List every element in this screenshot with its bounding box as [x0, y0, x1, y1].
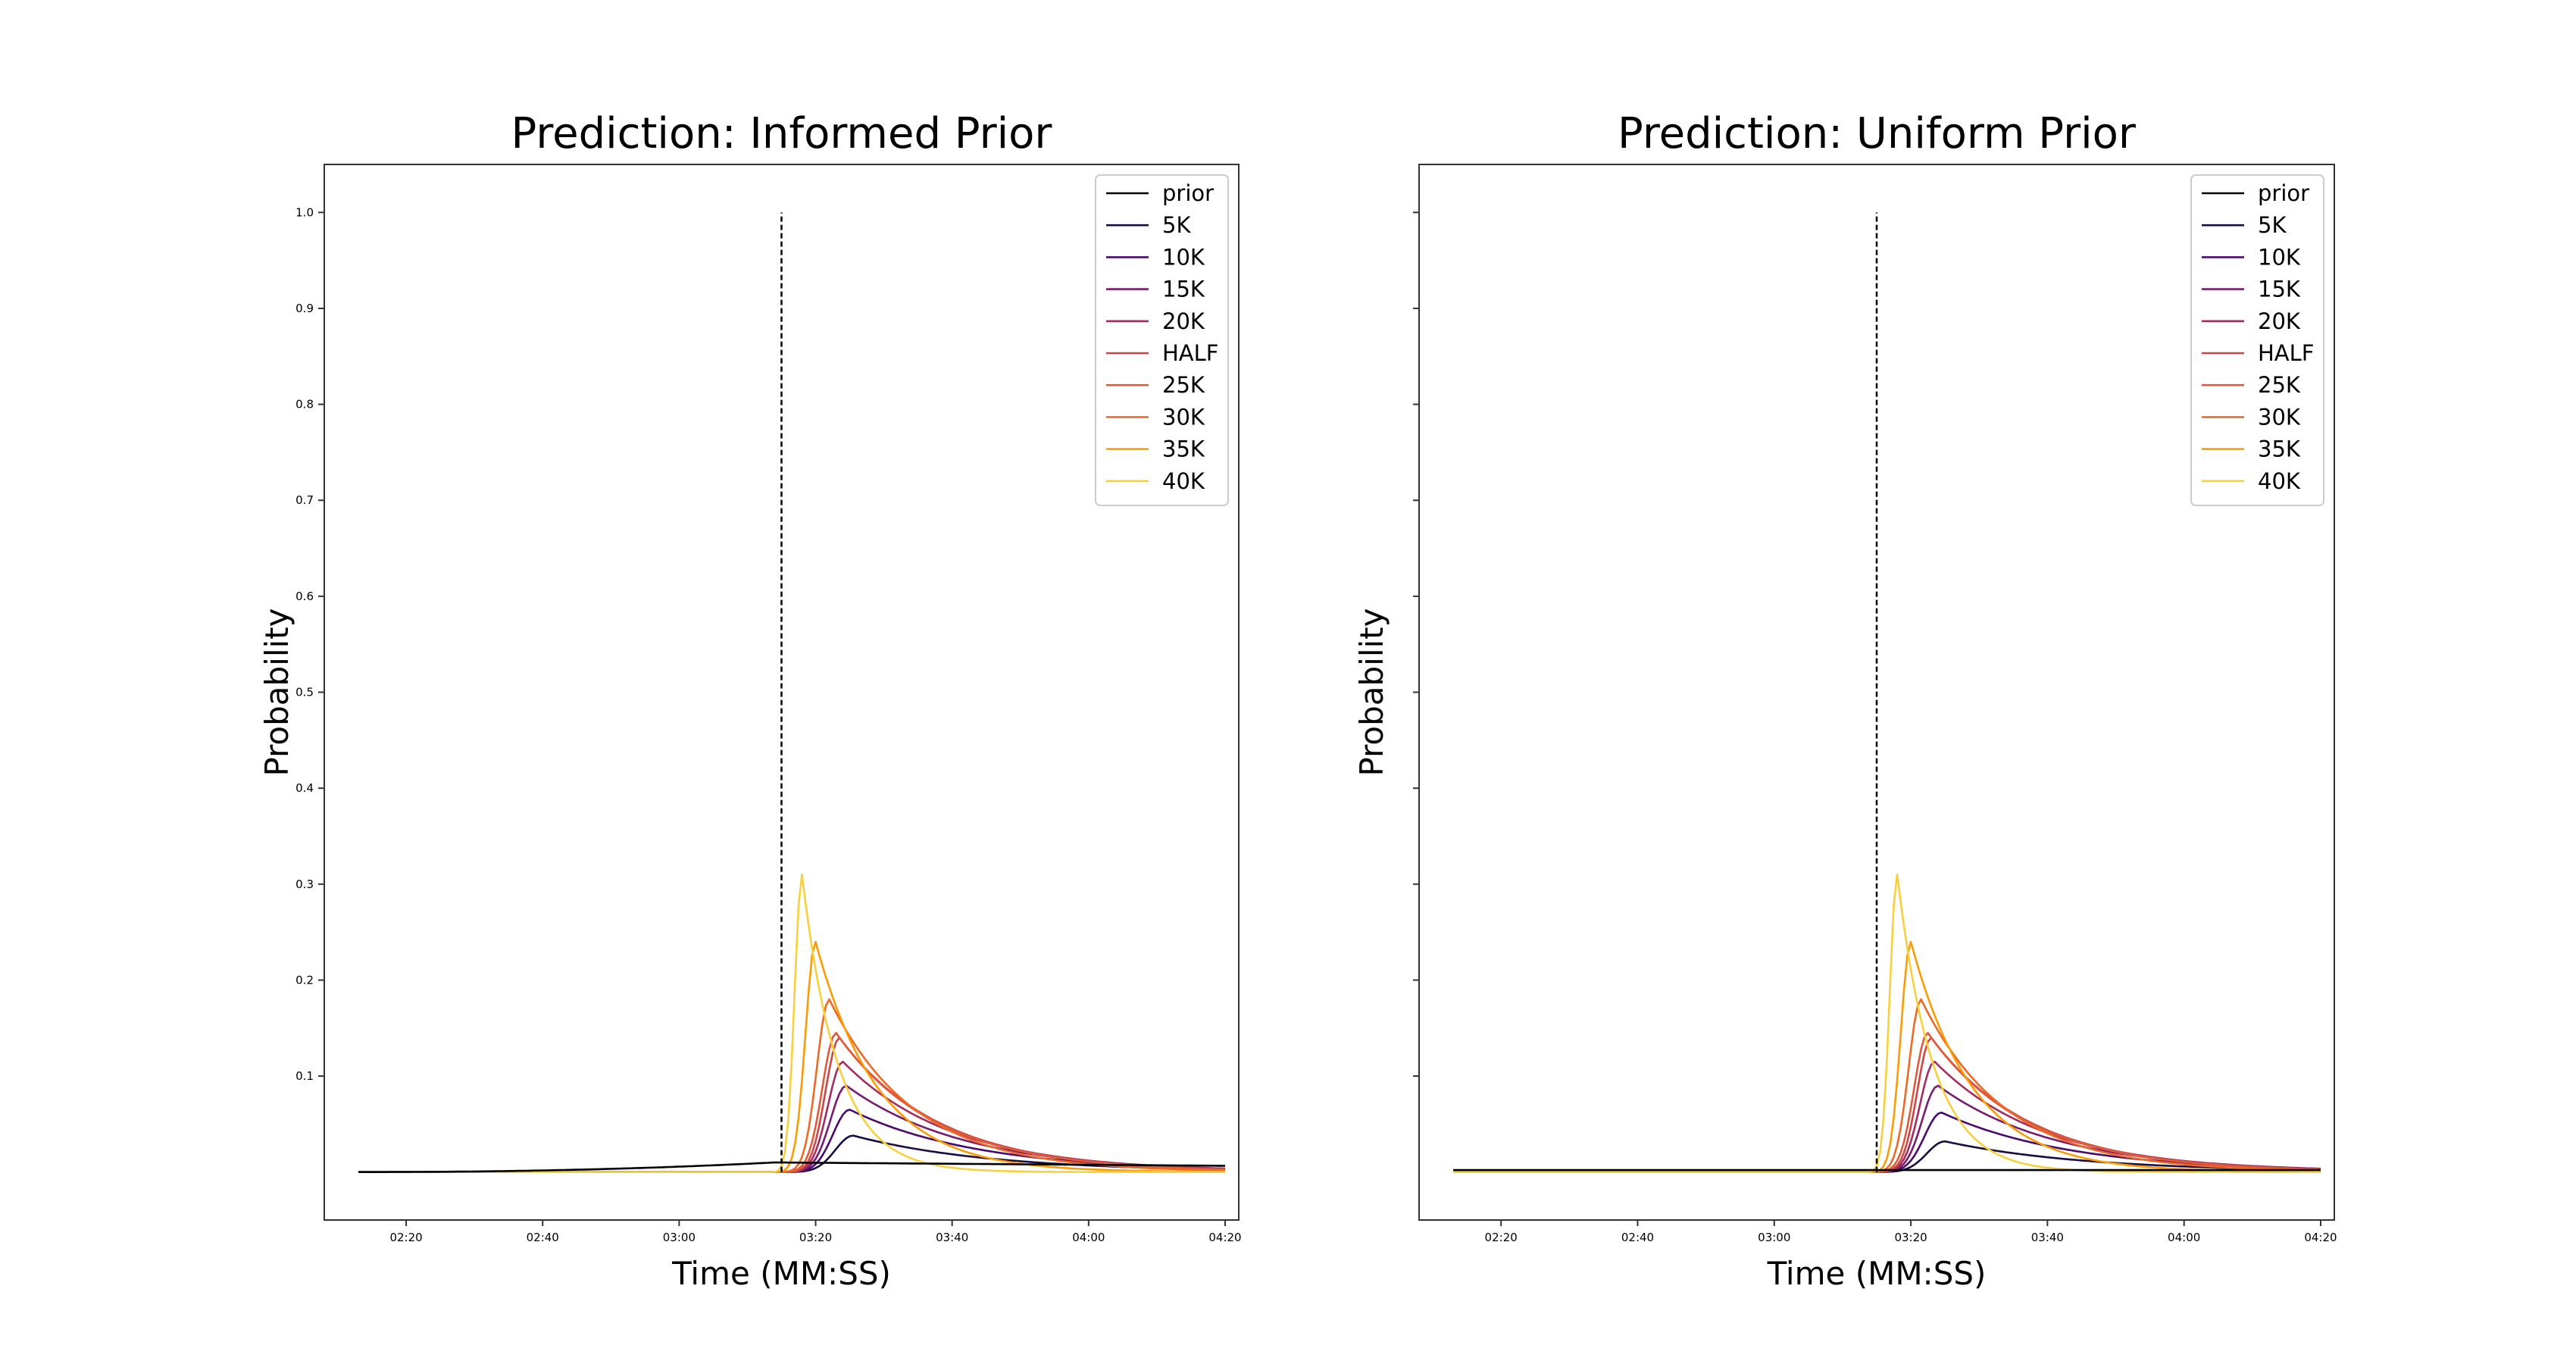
x-tick-label: 04:20 — [1208, 1231, 1241, 1244]
x-axis-label: Time (MM:SS) — [1767, 1255, 1987, 1292]
legend-label-half: HALF — [1162, 340, 1218, 366]
x-tick-label: 02:20 — [1485, 1231, 1518, 1244]
legend-label-30k: 30K — [2258, 404, 2301, 430]
y-tick-label: 1.0 — [295, 205, 314, 219]
chart-panel-informed-prior: Prediction: Informed Prior 02:20 02:40 03:0… — [258, 109, 1242, 1292]
legend-label-15k: 15K — [2258, 277, 2301, 302]
x-axis-label: Time (MM:SS) — [671, 1255, 891, 1292]
y-axis-label: Probability — [1353, 608, 1390, 776]
x-tick-label: 02:20 — [389, 1231, 422, 1244]
x-tick-label: 04:00 — [2168, 1231, 2200, 1244]
x-tick-label: 03:20 — [1894, 1231, 1927, 1244]
y-tick-label: 0.9 — [295, 302, 314, 315]
legend-label-35k: 35K — [1162, 436, 1205, 462]
series-lines — [358, 873, 1226, 1173]
x-tick-label: 02:40 — [527, 1231, 559, 1244]
series-line-40k — [1453, 873, 2321, 1173]
legend-label-40k: 40K — [1162, 468, 1205, 494]
x-tick-label: 03:00 — [663, 1231, 696, 1244]
series-lines — [1453, 873, 2321, 1173]
chart-panel-uniform-prior: Prediction: Uniform Prior 02:20 02:40 03:00… — [1353, 109, 2337, 1292]
series-line-40k — [358, 873, 1225, 1173]
legend-label-10k: 10K — [2258, 244, 2301, 270]
x-tick-label: 03:40 — [936, 1231, 968, 1244]
legend-label-25k: 25K — [2258, 372, 2301, 398]
series-line-30k — [1453, 998, 2321, 1173]
legend-label-5k: 5K — [1162, 212, 1191, 238]
chart-title: Prediction: Informed Prior — [511, 109, 1053, 158]
legend-label-prior: prior — [1162, 180, 1214, 206]
y-tick-label: 0.8 — [295, 398, 314, 411]
chart-title: Prediction: Uniform Prior — [1618, 109, 2137, 158]
series-line-prior — [358, 1161, 1226, 1173]
legend-label-10k: 10K — [1162, 244, 1205, 270]
legend-label-5k: 5K — [2258, 212, 2287, 238]
x-tick-label: 03:20 — [799, 1231, 832, 1244]
legend: prior 5K 10K 15K 20K HALF 25K 30K 35K 40K — [2190, 174, 2324, 506]
legend-label-25k: 25K — [1162, 372, 1205, 398]
y-tick-label: 0.2 — [295, 973, 314, 987]
legend-label-prior: prior — [2258, 180, 2309, 206]
x-tick-label: 03:00 — [1758, 1231, 1790, 1244]
legend-label-15k: 15K — [1162, 277, 1205, 302]
y-tick-label: 0.1 — [295, 1069, 314, 1083]
x-tick-label: 04:20 — [2304, 1231, 2337, 1244]
series-line-30k — [358, 998, 1226, 1173]
y-tick-label: 0.7 — [295, 493, 314, 507]
legend-label-40k: 40K — [2258, 468, 2301, 494]
series-line-5k — [358, 1134, 1226, 1173]
y-tick-label: 0.4 — [295, 781, 314, 795]
y-tick-label: 0.5 — [295, 686, 314, 699]
x-tick-label: 03:40 — [2031, 1231, 2064, 1244]
y-tick-label: 0.6 — [295, 590, 314, 603]
legend-label-30k: 30K — [1162, 404, 1205, 430]
legend: prior 5K 10K 15K 20K HALF 25K 30K 35K 40K — [1095, 174, 1229, 506]
x-tick-label: 02:40 — [1621, 1231, 1654, 1244]
x-tick-label: 04:00 — [1072, 1231, 1105, 1244]
legend-label-35k: 35K — [2258, 436, 2301, 462]
legend-label-half: HALF — [2258, 340, 2314, 366]
y-tick-label: 0.3 — [295, 878, 314, 891]
y-axis-label: Probability — [258, 608, 295, 776]
legend-label-20k: 20K — [2258, 308, 2301, 334]
legend-label-20k: 20K — [1162, 308, 1205, 334]
